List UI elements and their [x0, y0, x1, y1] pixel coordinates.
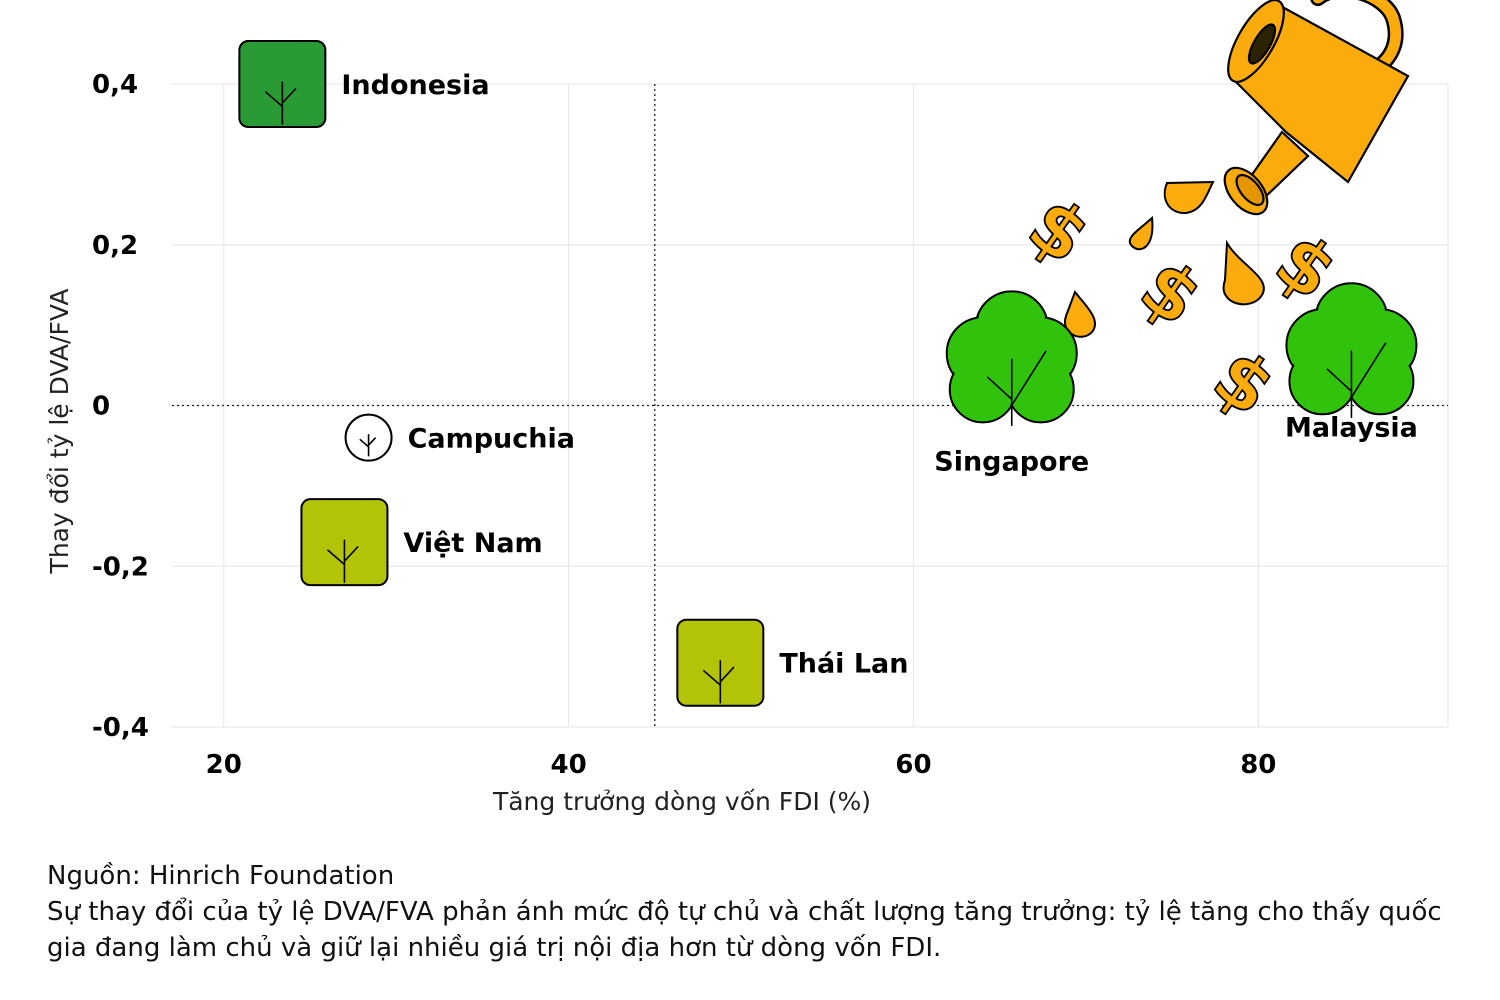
- point-label: Indonesia: [341, 70, 489, 101]
- svg-text:$: $: [1198, 333, 1290, 433]
- point-thai-lan: Thái Lan: [676, 618, 909, 707]
- y-tick-label: 0: [92, 392, 110, 422]
- tick-labels: 20 40 60 80 0,4 0,2 0 -0,2 -0,4: [92, 70, 1276, 780]
- point-viet-nam: Việt Nam: [300, 498, 543, 587]
- x-tick-label: 60: [895, 750, 931, 780]
- chart-description: Sự thay đổi của tỷ lệ DVA/FVA phản ánh m…: [47, 897, 1442, 963]
- tree-icon: [1285, 282, 1418, 419]
- x-tick-label: 20: [206, 750, 242, 780]
- x-tick-label: 40: [551, 750, 587, 780]
- watering-can-icon: [1223, 0, 1410, 216]
- point-label: Thái Lan: [779, 649, 908, 680]
- y-tick-label: -0,4: [92, 713, 149, 743]
- x-tick-label: 80: [1240, 750, 1276, 780]
- point-indonesia: Indonesia: [238, 40, 490, 128]
- grid: [172, 83, 1449, 728]
- point-campuchia: Campuchia: [344, 413, 575, 462]
- footer: Nguồn: Hinrich Foundation Sự thay đổi củ…: [47, 858, 1467, 966]
- x-axis-label: Tăng trưởng dòng vốn FDI (%): [492, 787, 871, 816]
- point-singapore: Singapore: [934, 290, 1089, 477]
- y-axis-label: Thay đổi tỷ lệ DVA/FVA: [45, 289, 74, 575]
- y-tick-label: -0,2: [92, 552, 149, 582]
- svg-text:$: $: [1125, 243, 1217, 343]
- point-label: Việt Nam: [403, 528, 542, 559]
- point-label: Campuchia: [408, 424, 575, 455]
- svg-text:$: $: [1013, 181, 1105, 281]
- data-points: Indonesia Campuchia Việt Nam Thái Lan Singap…: [238, 40, 1418, 707]
- y-tick-label: 0,4: [92, 70, 138, 100]
- reference-lines: [172, 84, 1448, 727]
- water-drop-icon: [1063, 180, 1265, 338]
- point-label: Singapore: [934, 446, 1089, 477]
- point-malaysia: Malaysia: [1285, 282, 1418, 443]
- scatter-chart: 20 40 60 800,40,20-0,2-0,4 $ $ $ $ Indones: [45, 0, 1449, 816]
- point-label: Malaysia: [1285, 412, 1418, 443]
- source-note: Nguồn: Hinrich Foundation: [47, 861, 395, 891]
- tree-icon: [945, 290, 1078, 427]
- y-tick-label: 0,2: [92, 231, 138, 261]
